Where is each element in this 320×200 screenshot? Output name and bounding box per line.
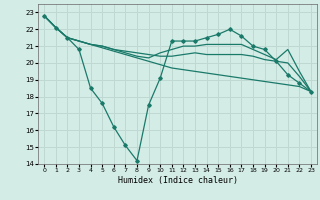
- X-axis label: Humidex (Indice chaleur): Humidex (Indice chaleur): [118, 176, 238, 185]
